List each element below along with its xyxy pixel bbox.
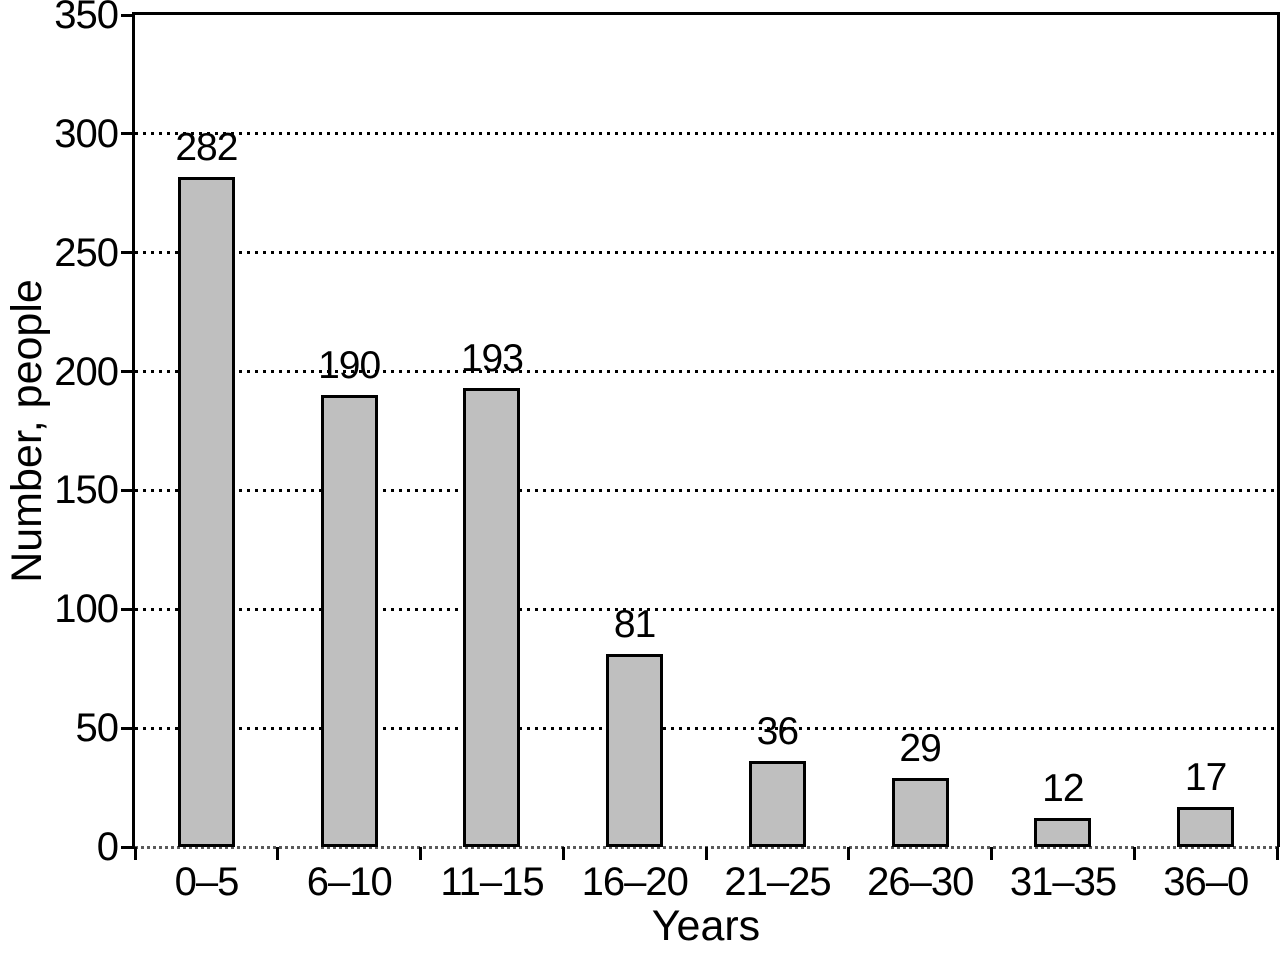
x-axis-tick (133, 847, 137, 860)
bar (606, 654, 664, 847)
y-axis-tick (121, 607, 135, 611)
x-axis-tick (561, 847, 565, 860)
x-axis-title: Years (651, 902, 761, 950)
x-category-label: 11–15 (440, 860, 544, 904)
bar-value-label: 12 (1042, 767, 1084, 811)
x-axis-tick (847, 847, 851, 860)
x-category-label: 0–5 (174, 860, 240, 904)
x-category-label: 21–25 (724, 860, 831, 904)
bar (177, 176, 235, 847)
bar-value-label: 36 (756, 710, 799, 754)
bar-value-label: 17 (1184, 755, 1227, 799)
gridline (135, 726, 1277, 730)
gridline (135, 607, 1277, 611)
bar-value-label: 81 (613, 603, 656, 647)
y-axis-tick (121, 370, 135, 374)
y-tick-label: 300 (54, 111, 119, 156)
bar (1177, 806, 1235, 847)
x-axis-tick (276, 847, 280, 860)
gridline (135, 488, 1277, 492)
x-axis-tick (990, 847, 993, 860)
bar-value-label: 193 (460, 337, 524, 381)
gridline (135, 132, 1277, 136)
gridline (135, 370, 1277, 374)
y-tick-label: 50 (75, 706, 120, 751)
bar (1034, 818, 1092, 847)
y-axis-tick (121, 726, 135, 730)
y-axis-tick (121, 132, 135, 136)
y-axis-tick (121, 251, 135, 255)
y-tick-label: 350 (54, 0, 119, 37)
y-tick-label: 150 (54, 468, 119, 513)
bar (748, 761, 806, 847)
plot-area (132, 12, 1280, 847)
y-tick-label: 250 (54, 230, 119, 275)
y-axis-tick (121, 845, 135, 849)
x-category-label: 6–10 (306, 860, 393, 904)
x-axis-tick (419, 847, 422, 860)
x-category-label: 26–30 (867, 860, 974, 904)
x-axis-tick (1132, 847, 1136, 860)
y-tick-label: 200 (54, 349, 119, 394)
bar-value-label: 190 (318, 344, 381, 388)
y-tick-label: 0 (96, 825, 119, 869)
x-axis-tick (704, 847, 708, 860)
y-tick-label: 100 (54, 587, 119, 632)
y-axis-tick (121, 13, 135, 17)
bar (891, 778, 949, 847)
x-category-label: 31–35 (1009, 860, 1117, 904)
bar-value-label: 282 (175, 125, 238, 169)
bar (320, 395, 378, 847)
y-axis-tick (121, 488, 135, 492)
x-category-label: 16–20 (581, 860, 689, 904)
x-axis-tick (1275, 847, 1279, 860)
bar-value-label: 29 (899, 727, 941, 771)
x-category-label: 36–0 (1163, 860, 1249, 904)
bar (463, 388, 521, 847)
gridline (135, 251, 1277, 255)
